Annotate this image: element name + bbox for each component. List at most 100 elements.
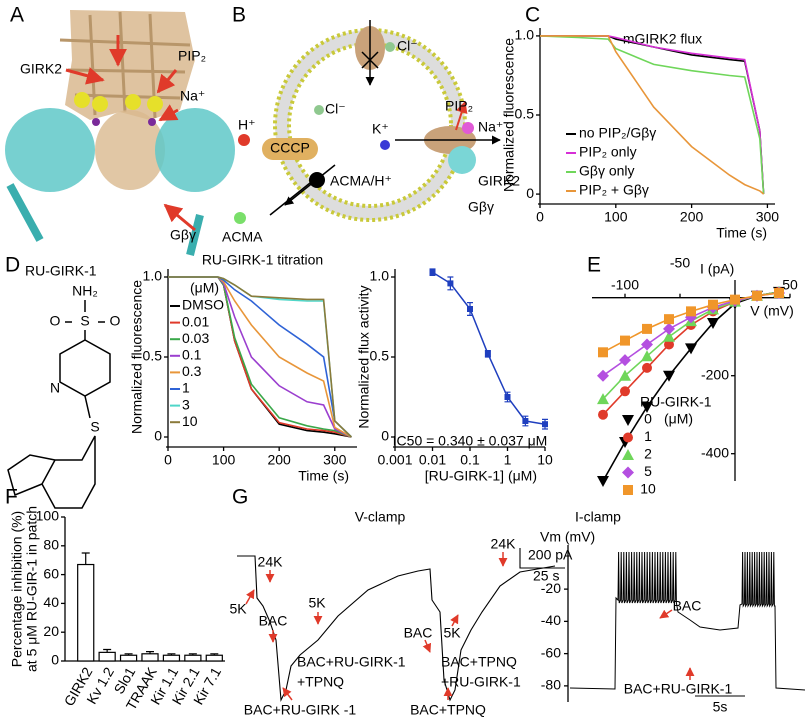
x-tick-label: 0.1 (460, 452, 480, 468)
y-tick-label: 0 (154, 428, 162, 444)
x-axis-label: Time (s) (716, 225, 767, 241)
marker (663, 330, 675, 342)
legend-unit: (μM) (664, 411, 693, 427)
marker (619, 354, 631, 367)
x-tick-label: 100 (212, 452, 236, 468)
y-tick-label: 0.5 (370, 348, 390, 364)
diagram-label: GIRK2 (478, 173, 520, 189)
legend-label: 2 (644, 446, 652, 462)
chemical-structure (7, 300, 111, 509)
atom-label: S (80, 313, 89, 329)
panel-letter: F (5, 486, 18, 509)
protein-structure (5, 10, 235, 256)
scale-bar-label: 25 s (533, 568, 559, 584)
diagram-label: ACMA (222, 229, 263, 245)
annotation-arrows (245, 552, 695, 701)
legend-label: 1 (182, 380, 190, 396)
y-tick-label: -60 (541, 644, 561, 660)
structure-label: Gβγ (170, 227, 196, 243)
marker (730, 294, 740, 305)
series-line (539, 35, 765, 195)
x-tick-label: -50 (670, 254, 690, 270)
legend-label: PIP₂ only (579, 144, 637, 160)
diagram-label: ACMA/H⁺ (330, 173, 392, 189)
marker (707, 318, 719, 330)
y-tick-label: 40 (43, 594, 59, 610)
marker (619, 369, 631, 381)
y-tick-label: -80 (541, 677, 561, 693)
trace-annotation: BAC (673, 598, 702, 614)
current-clamp-trace (569, 551, 805, 691)
legend-label: 5 (644, 463, 652, 479)
legend-label: 1 (644, 428, 652, 444)
diagram-label: CCCP (270, 140, 310, 156)
point (429, 269, 436, 276)
y-tick-label: -20 (541, 580, 561, 596)
bar (205, 654, 223, 662)
y-axis-label: Normalized fluorescence (501, 38, 517, 192)
trace (569, 551, 805, 691)
y-tick-label: 1.0 (370, 268, 390, 284)
trace-annotation: +TPNQ (297, 674, 344, 690)
trace-annotation: BAC (404, 625, 433, 641)
x-tick-label: 300 (323, 452, 347, 468)
panel-letter: D (5, 254, 20, 277)
x-tick-label: 0 (536, 209, 544, 225)
y-axis-label: Normalized fluorescence (129, 280, 145, 434)
panel-letter: B (232, 4, 246, 27)
legend-label: DMSO (182, 297, 224, 313)
marker (774, 288, 784, 299)
marker (664, 339, 674, 350)
x-tick-label: -100 (611, 276, 639, 292)
x-tick-label: 0.001 (377, 452, 412, 468)
marker (641, 350, 653, 362)
legend-title: (μM) (190, 280, 219, 296)
point (504, 394, 511, 400)
error-bar (124, 653, 133, 656)
y-axis-label: Vm (mV) (540, 529, 595, 545)
diagram-label: Na⁺ (478, 119, 503, 135)
y-tick-label: 60 (43, 565, 59, 581)
y-tick-label: 0 (51, 652, 59, 668)
marker (708, 299, 718, 310)
legend-label: 0.03 (182, 330, 209, 346)
trace-annotation: +RU-GIRK-1 (441, 674, 521, 690)
trace-annotation: BAC+RU-GIRK-1 (624, 681, 733, 697)
bar (119, 654, 138, 662)
y-tick-label: 0.5 (143, 348, 163, 364)
legend-label: 10 (182, 413, 198, 429)
diagram-label: Cl⁻ (397, 38, 418, 54)
bar (77, 563, 95, 662)
marker (685, 343, 697, 355)
marker (622, 449, 634, 460)
legend-label: 0.3 (182, 363, 202, 379)
y-tick-label: -200 (701, 366, 729, 382)
point (447, 280, 454, 287)
atom-label: S (90, 419, 99, 435)
marker (597, 369, 609, 382)
scale-bar-label: 200 pA (528, 547, 573, 563)
y-tick-label: 20 (43, 623, 59, 639)
x-tick-label: 1 (504, 452, 512, 468)
y-tick-label: 0 (381, 428, 389, 444)
x-axis-label: [RU-GIRK-1] (μM) (425, 468, 537, 484)
atom-label: NH₂ (72, 283, 98, 299)
structure-label: PIP₂ (178, 48, 206, 64)
marker (664, 314, 674, 325)
atom-label: O (110, 313, 121, 329)
error-bar (167, 653, 176, 656)
point (542, 421, 548, 428)
panel-title: I-clamp (575, 509, 621, 525)
trace-annotation: 5K (308, 595, 326, 611)
y-tick-label: 100 (36, 508, 60, 524)
trace-annotation: BAC (259, 613, 288, 629)
panel-title: V-clamp (355, 509, 406, 525)
series-line (540, 35, 765, 195)
marker (642, 362, 652, 373)
y-axis-label: I (pA) (700, 261, 734, 277)
x-tick-label: 100 (604, 209, 628, 225)
structure-label: Na⁺ (180, 88, 205, 104)
panel-letter: G (232, 486, 248, 509)
legend-label: no PIP₂/Gβγ (579, 125, 656, 141)
